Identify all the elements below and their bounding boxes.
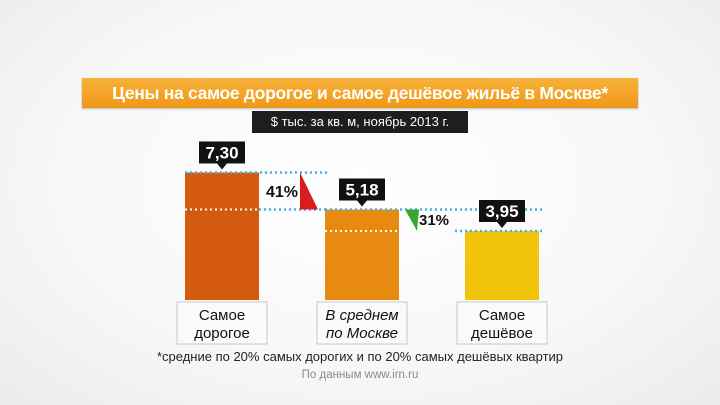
difference-label-1: 41% [266,184,298,201]
chart-subtitle: $ тыс. за кв. м, ноябрь 2013 г. [270,114,450,129]
category-box-3 [456,301,548,345]
chart-title-bar: Цены на самое дорогое и самое дешёвое жи… [82,78,638,108]
value-box-2 [339,178,385,201]
value-label-3: 3,95 [485,202,518,221]
bar-3 [465,230,539,300]
chart-title: Цены на самое дорогое и самое дешёвое жи… [112,83,608,103]
value-pointer-1 [217,163,227,170]
bar-2 [325,209,399,300]
value-label-2: 5,18 [345,181,378,200]
category-box-1 [176,301,268,345]
category-box-2 [316,301,408,345]
category-label-2: В среднем по Москве [325,307,398,342]
difference-arrow-1 [300,172,318,210]
difference-arrow-2 [405,209,419,231]
chart-source: По данным www.irn.ru [301,369,419,381]
chart-footnote: *средние по 20% самых дорогих и по 20% с… [156,349,564,364]
category-label-3: Самое дешёвое [471,307,533,342]
value-box-3 [479,199,525,222]
difference-label-2: 31% [419,212,449,229]
category-label-1: Самое дорогое [194,307,250,342]
chart-subtitle-box: $ тыс. за кв. м, ноябрь 2013 г. [252,111,468,133]
value-box-1 [199,141,245,164]
value-label-1: 7,30 [205,143,238,162]
value-pointer-2 [357,200,367,207]
value-pointer-3 [497,221,507,228]
bar-1 [185,172,259,300]
